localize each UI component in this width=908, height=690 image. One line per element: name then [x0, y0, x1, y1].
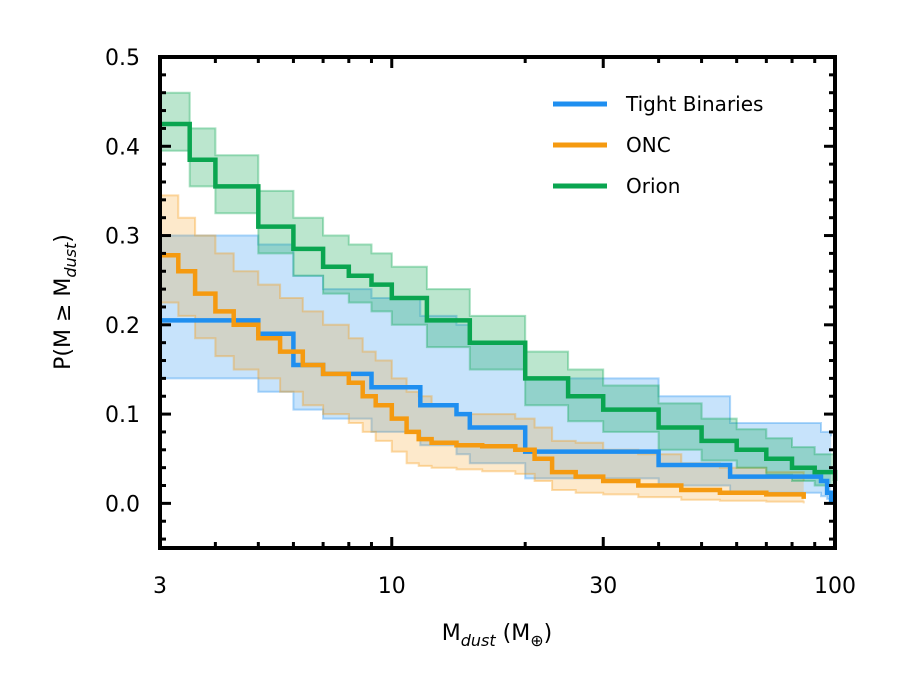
x-axis-label: Mdust (M⊕)	[442, 621, 552, 650]
y-tick-label: 0.3	[105, 225, 140, 250]
y-tick-label: 0.5	[105, 46, 140, 71]
x-tick-labels: 3 10 30 100	[153, 574, 856, 599]
band-lower-edge-2	[160, 149, 836, 492]
legend-item: Tight Binaries	[553, 92, 763, 116]
band-upper-edge-2	[160, 91, 836, 464]
axis-ticks	[158, 55, 837, 548]
legend-label: ONC	[626, 133, 671, 157]
band-upper-edge-0	[160, 234, 833, 437]
x-tick-label: 3	[153, 574, 167, 599]
y-tick-label: 0.4	[105, 135, 140, 160]
y-axis-label: P(M ≥ Mdust)	[51, 234, 80, 370]
series-line-2	[160, 121, 838, 481]
y-tick-labels: 0.0 0.1 0.2 0.3 0.4 0.5	[105, 46, 140, 517]
x-tick-label: 10	[378, 574, 406, 599]
series-line-1	[160, 252, 806, 499]
plot-frame	[158, 55, 837, 550]
band-0	[160, 235, 832, 504]
y-tick-label: 0.0	[105, 492, 140, 517]
legend-item: ONC	[553, 133, 671, 157]
legend-label: Tight Binaries	[625, 92, 763, 116]
band-lower-edge-1	[160, 301, 805, 504]
legend-item: Orion	[553, 174, 680, 198]
y-tick-label: 0.1	[105, 403, 140, 428]
legend-label: Orion	[626, 174, 680, 198]
series-line-0	[160, 318, 834, 504]
y-tick-label: 0.2	[105, 314, 140, 339]
x-tick-label: 100	[814, 574, 856, 599]
x-tick-label: 30	[589, 574, 617, 599]
legend: Tight Binaries ONC Orion	[553, 92, 763, 198]
series-lines	[160, 121, 838, 504]
